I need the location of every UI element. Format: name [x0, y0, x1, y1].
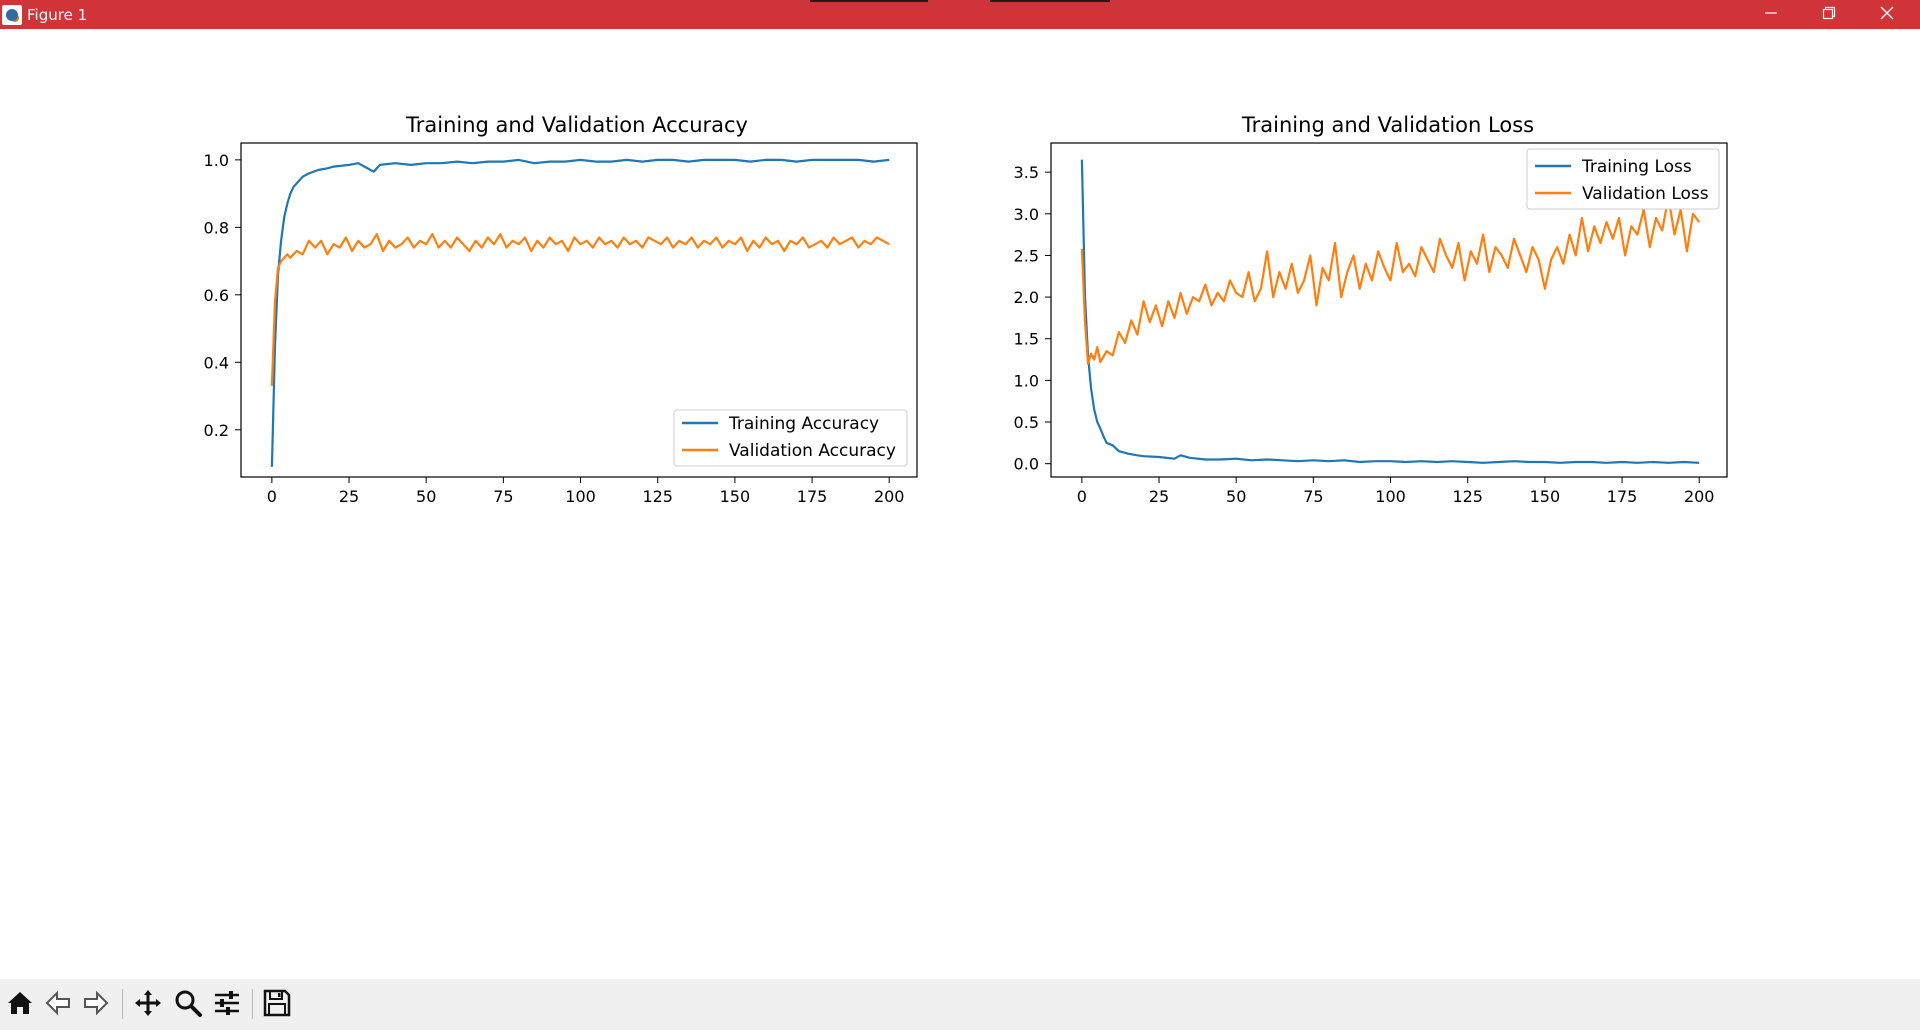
x-tick-label: 25 — [1149, 487, 1169, 506]
accuracy-chart: Training and Validation Accuracy 0 25 50 75… — [204, 113, 918, 506]
loss-axes: 0 25 50 75 100 125 150 175 200 0.0 0.5 1.0 1.5 2.0 2.5… — [1014, 142, 1728, 506]
figure-svg: Training and Validation Accuracy 0 25 50 75… — [204, 113, 1728, 506]
training-loss-line — [1080, 159, 1700, 464]
save-button[interactable] — [259, 985, 295, 1021]
pan-button[interactable] — [130, 985, 166, 1021]
x-tick-label: 125 — [1452, 487, 1483, 506]
x-tick-label: 0 — [267, 487, 277, 506]
floppy-disk-icon — [263, 989, 291, 1017]
back-button[interactable] — [40, 985, 76, 1021]
close-icon — [1880, 6, 1894, 20]
y-tick-label: 0.2 — [204, 421, 229, 440]
forward-button[interactable] — [78, 985, 114, 1021]
navigation-toolbar — [0, 979, 1920, 1030]
x-tick-label: 150 — [720, 487, 751, 506]
legend-label-validation-loss: Validation Loss — [1582, 184, 1709, 204]
y-tick-label: 0.6 — [204, 286, 229, 305]
validation-accuracy-line — [270, 233, 890, 386]
window-titlebar: Figure 1 — [0, 0, 1920, 29]
home-icon — [8, 992, 32, 1014]
y-tick-label: 0.5 — [1014, 413, 1039, 432]
x-tick-label: 200 — [874, 487, 905, 506]
x-tick-label: 150 — [1530, 487, 1561, 506]
home-button[interactable] — [2, 985, 38, 1021]
x-tick-label: 75 — [1303, 487, 1323, 506]
restore-icon — [1822, 6, 1836, 20]
accuracy-axes: 0 25 50 75 100 125 150 175 200 0.2 0.4 0.6 0.8 1.0 — [204, 142, 918, 506]
maximize-button[interactable] — [1800, 0, 1858, 29]
y-tick-label: 2.0 — [1014, 288, 1039, 307]
x-tick-label: 50 — [416, 487, 436, 506]
close-button[interactable] — [1858, 0, 1916, 29]
back-arrow-icon — [45, 990, 70, 1016]
x-tick-label: 0 — [1077, 487, 1087, 506]
accuracy-chart-title: Training and Validation Accuracy — [405, 113, 748, 137]
y-tick-label: 1.5 — [1014, 330, 1039, 349]
titlebar-tab-marker — [990, 0, 1110, 2]
x-tick-label: 25 — [339, 487, 359, 506]
loss-chart: Training and Validation Loss 0 25 50 75 100 1… — [1014, 113, 1728, 506]
legend-box — [673, 409, 908, 467]
x-tick-label: 75 — [493, 487, 513, 506]
forward-arrow-icon — [84, 990, 109, 1016]
axes-frame — [240, 142, 918, 478]
y-tick-label: 0.4 — [204, 353, 229, 372]
legend-box — [1526, 148, 1720, 210]
titlebar-tab-marker — [810, 0, 928, 2]
sliders-icon — [215, 991, 239, 1015]
configure-subplots-button[interactable] — [209, 985, 245, 1021]
figure-canvas[interactable]: Training and Validation Accuracy 0 25 50 75… — [0, 29, 1920, 979]
loss-plot-area — [1080, 159, 1701, 464]
y-tick-label: 1.0 — [204, 151, 229, 170]
y-tick-label: 3.5 — [1014, 163, 1039, 182]
training-accuracy-line — [270, 158, 890, 467]
toolbar-separator — [252, 989, 253, 1019]
x-tick-label: 125 — [642, 487, 673, 506]
axes-frame — [1050, 142, 1728, 478]
x-tick-label: 175 — [797, 487, 828, 506]
accuracy-plot-area — [270, 158, 890, 467]
legend-label-validation-accuracy: Validation Accuracy — [729, 441, 896, 461]
x-tick-label: 200 — [1684, 487, 1715, 506]
y-tick-label: 1.0 — [1014, 371, 1039, 390]
accuracy-legend: Training Accuracy Validation Accuracy — [673, 409, 908, 467]
validation-loss-line — [1080, 196, 1701, 365]
window-title: Figure 1 — [27, 6, 88, 24]
x-tick-label: 100 — [1375, 487, 1406, 506]
y-tick-label: 3.0 — [1014, 205, 1039, 224]
legend-label-training-loss: Training Loss — [1581, 157, 1692, 177]
matplotlib-app-icon — [2, 5, 22, 25]
move-icon — [135, 990, 161, 1016]
minimize-button[interactable] — [1742, 0, 1800, 29]
legend-label-training-accuracy: Training Accuracy — [728, 414, 879, 434]
loss-legend: Training Loss Validation Loss — [1526, 148, 1720, 210]
toolbar-separator — [122, 989, 123, 1019]
x-tick-label: 175 — [1607, 487, 1638, 506]
x-tick-label: 100 — [565, 487, 596, 506]
y-tick-label: 2.5 — [1014, 246, 1039, 265]
minimize-icon — [1765, 12, 1777, 14]
y-tick-label: 0.0 — [1014, 455, 1039, 474]
zoom-button[interactable] — [170, 985, 206, 1021]
loss-chart-title: Training and Validation Loss — [1241, 113, 1534, 137]
x-tick-label: 50 — [1226, 487, 1246, 506]
magnifier-icon — [175, 990, 202, 1017]
y-tick-label: 0.8 — [204, 218, 229, 237]
